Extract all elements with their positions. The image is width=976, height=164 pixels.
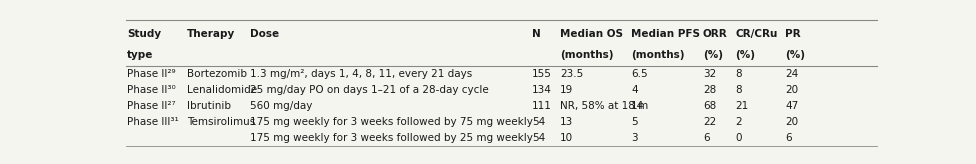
Text: 19: 19 (560, 85, 573, 95)
Text: 14: 14 (631, 101, 644, 111)
Text: 8: 8 (736, 69, 742, 79)
Text: Therapy: Therapy (187, 29, 235, 39)
Text: (months): (months) (631, 50, 684, 60)
Text: 134: 134 (532, 85, 551, 95)
Text: 175 mg weekly for 3 weeks followed by 25 mg weekly: 175 mg weekly for 3 weeks followed by 25… (250, 133, 533, 143)
Text: 8: 8 (736, 85, 742, 95)
Text: 560 mg/day: 560 mg/day (250, 101, 312, 111)
Text: 20: 20 (786, 85, 798, 95)
Text: PR: PR (786, 29, 801, 39)
Text: Study: Study (127, 29, 161, 39)
Text: NR, 58% at 18 m: NR, 58% at 18 m (560, 101, 648, 111)
Text: Ibrutinib: Ibrutinib (187, 101, 231, 111)
Text: 4: 4 (631, 85, 637, 95)
Text: Lenalidomide: Lenalidomide (187, 85, 257, 95)
Text: 111: 111 (532, 101, 551, 111)
Text: (%): (%) (786, 50, 805, 60)
Text: 6.5: 6.5 (631, 69, 648, 79)
Text: 47: 47 (786, 101, 798, 111)
Text: 24: 24 (786, 69, 798, 79)
Text: 3: 3 (631, 133, 637, 143)
Text: 32: 32 (703, 69, 716, 79)
Text: 6: 6 (703, 133, 710, 143)
Text: 155: 155 (532, 69, 551, 79)
Text: 0: 0 (736, 133, 742, 143)
Text: Phase II²⁹: Phase II²⁹ (127, 69, 176, 79)
Text: 2: 2 (736, 117, 742, 127)
Text: (%): (%) (703, 50, 723, 60)
Text: (%): (%) (736, 50, 755, 60)
Text: 175 mg weekly for 3 weeks followed by 75 mg weekly: 175 mg weekly for 3 weeks followed by 75… (250, 117, 533, 127)
Text: 28: 28 (703, 85, 716, 95)
Text: 10: 10 (560, 133, 573, 143)
Text: 25 mg/day PO on days 1–21 of a 28-day cycle: 25 mg/day PO on days 1–21 of a 28-day cy… (250, 85, 489, 95)
Text: type: type (127, 50, 153, 60)
Text: 13: 13 (560, 117, 573, 127)
Text: 20: 20 (786, 117, 798, 127)
Text: Dose: Dose (250, 29, 279, 39)
Text: Phase II³⁰: Phase II³⁰ (127, 85, 176, 95)
Text: 6: 6 (786, 133, 792, 143)
Text: 21: 21 (736, 101, 749, 111)
Text: Bortezomib: Bortezomib (187, 69, 247, 79)
Text: 54: 54 (532, 133, 546, 143)
Text: 54: 54 (532, 117, 546, 127)
Text: 68: 68 (703, 101, 716, 111)
Text: Median PFS: Median PFS (631, 29, 700, 39)
Text: 1.3 mg/m², days 1, 4, 8, 11, every 21 days: 1.3 mg/m², days 1, 4, 8, 11, every 21 da… (250, 69, 472, 79)
Text: 22: 22 (703, 117, 716, 127)
Text: Phase III³¹: Phase III³¹ (127, 117, 179, 127)
Text: (months): (months) (560, 50, 614, 60)
Text: Median OS: Median OS (560, 29, 623, 39)
Text: Temsirolimus: Temsirolimus (187, 117, 256, 127)
Text: N: N (532, 29, 541, 39)
Text: 23.5: 23.5 (560, 69, 584, 79)
Text: ORR: ORR (703, 29, 728, 39)
Text: Phase II²⁷: Phase II²⁷ (127, 101, 176, 111)
Text: CR/CRu: CR/CRu (736, 29, 778, 39)
Text: 5: 5 (631, 117, 637, 127)
